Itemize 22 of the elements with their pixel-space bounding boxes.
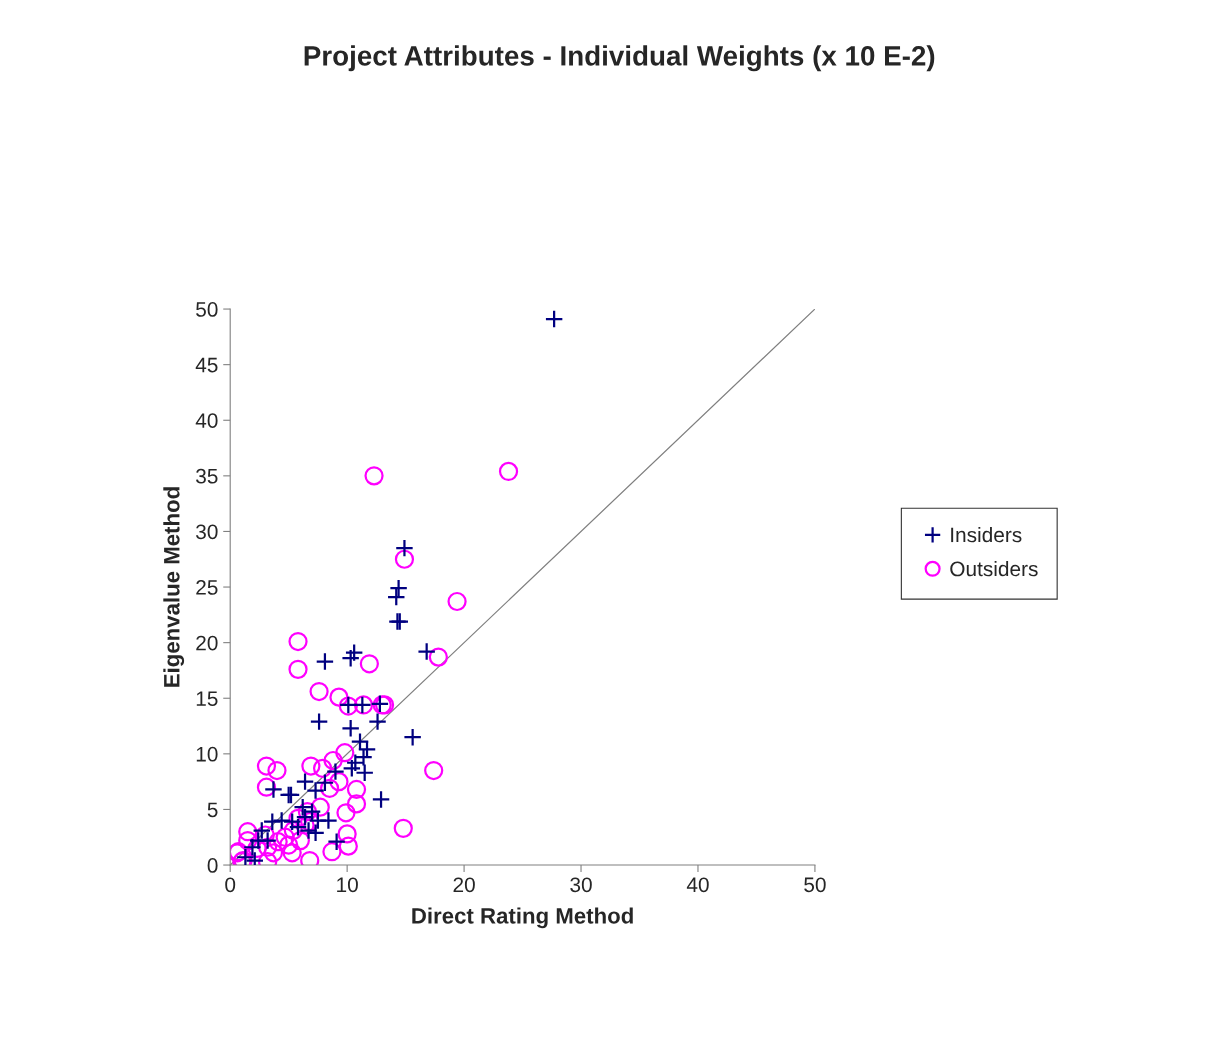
y-tick-label: 5 xyxy=(207,802,218,818)
x-axis-title: Direct Rating Method xyxy=(412,907,633,929)
legend-label: Outsiders xyxy=(950,560,1038,577)
chart-title: Project Attributes - Individual Weights (x 10 E-2) xyxy=(304,45,935,72)
y-tick-label: 30 xyxy=(196,524,218,540)
x-tick-label: 40 xyxy=(686,877,709,893)
y-tick-label: 45 xyxy=(195,357,218,373)
y-axis-title: Eigenvalue Method xyxy=(163,487,185,687)
y-tick-label: 15 xyxy=(196,691,218,706)
y-tick-label: 0 xyxy=(207,858,218,873)
x-tick-label: 0 xyxy=(225,877,236,893)
legend-label: Insiders xyxy=(951,526,1022,543)
x-tick-label: 50 xyxy=(804,877,826,893)
y-tick-label: 50 xyxy=(196,302,218,317)
x-tick-label: 10 xyxy=(337,877,358,893)
y-tick-label: 35 xyxy=(196,468,218,484)
y-tick-label: 25 xyxy=(196,580,218,595)
x-tick-label: 30 xyxy=(570,877,592,893)
y-tick-label: 40 xyxy=(195,413,218,429)
y-tick-label: 20 xyxy=(196,635,218,651)
y-tick-label: 10 xyxy=(196,746,218,762)
x-tick-label: 20 xyxy=(453,877,475,893)
